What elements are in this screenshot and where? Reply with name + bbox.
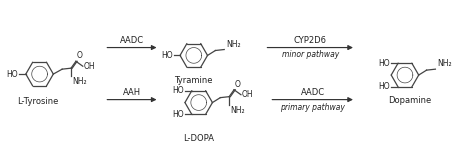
Text: HO: HO [162, 51, 173, 60]
Text: AADC: AADC [301, 88, 325, 97]
Text: NH₂: NH₂ [72, 77, 87, 86]
Text: L-Tyrosine: L-Tyrosine [17, 97, 58, 106]
Text: NH₂: NH₂ [226, 39, 241, 49]
Text: NH₂: NH₂ [438, 59, 452, 68]
Text: OH: OH [84, 62, 95, 71]
Text: CYP2D6: CYP2D6 [294, 36, 327, 45]
Text: HO: HO [6, 70, 18, 79]
Text: AAH: AAH [123, 88, 141, 97]
Text: minor pathway: minor pathway [282, 51, 339, 59]
Text: L-DOPA: L-DOPA [183, 134, 214, 143]
Text: Dopamine: Dopamine [388, 96, 431, 105]
Text: Tyramine: Tyramine [174, 76, 213, 85]
Text: primary pathway: primary pathway [280, 102, 345, 112]
Text: HO: HO [379, 83, 390, 91]
Text: NH₂: NH₂ [230, 105, 245, 115]
Text: OH: OH [242, 90, 254, 99]
Text: HO: HO [379, 59, 390, 68]
Text: O: O [77, 51, 83, 60]
Text: O: O [235, 80, 241, 89]
Text: AADC: AADC [120, 36, 144, 45]
Text: HO: HO [173, 110, 184, 119]
Text: HO: HO [173, 86, 184, 95]
